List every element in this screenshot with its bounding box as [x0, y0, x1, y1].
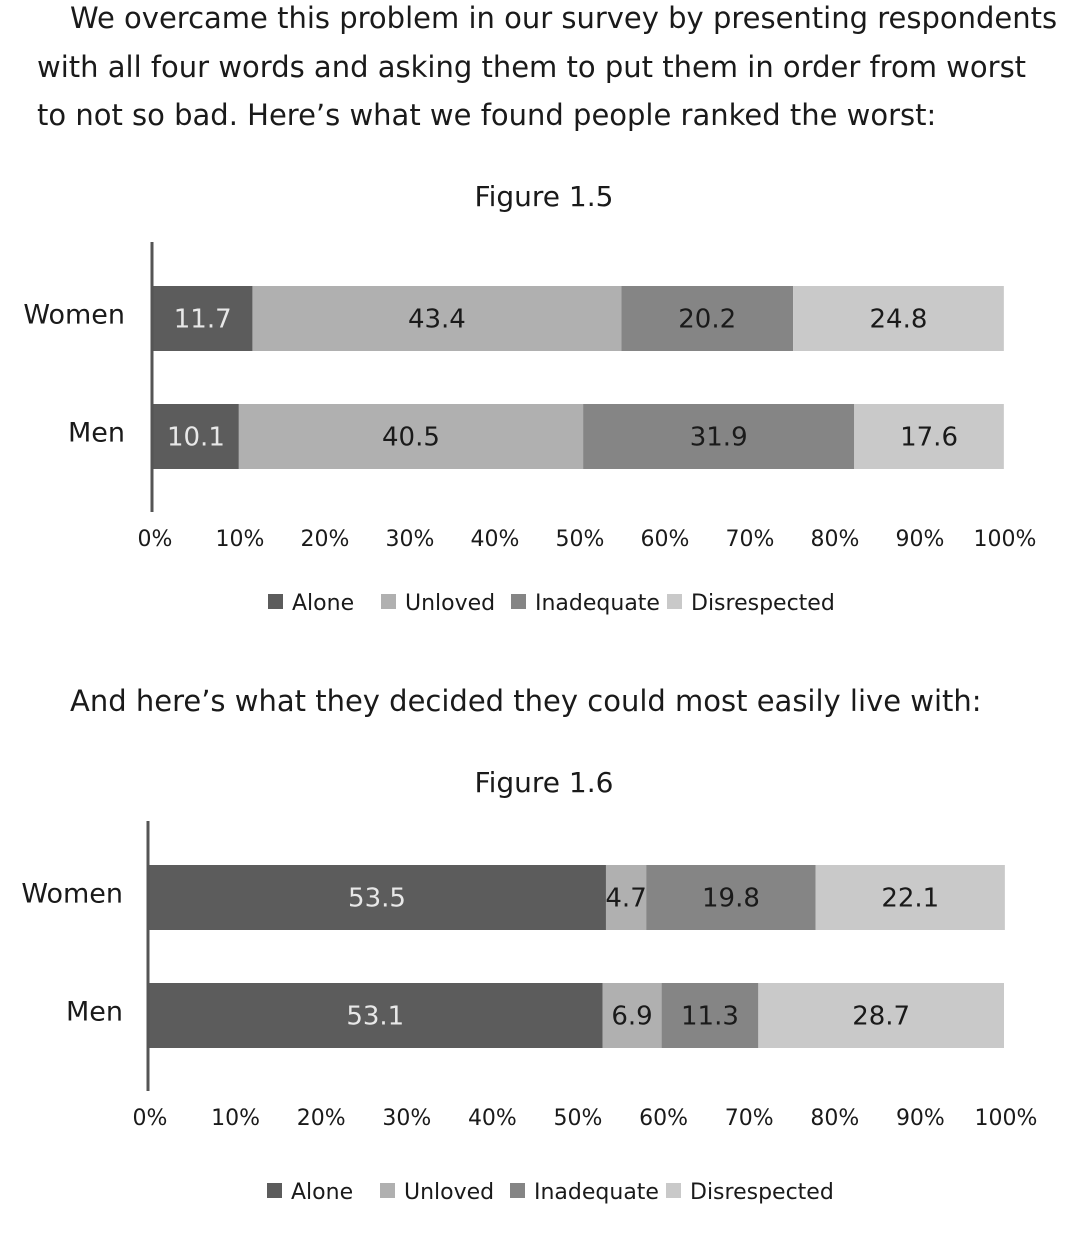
bar-men-unloved [238, 404, 584, 469]
legend-label-unloved: Unloved [405, 591, 495, 616]
x-tick-label: 20% [301, 527, 350, 552]
data-label-women-disrespected: 24.8 [870, 305, 928, 335]
bar-women-unloved [252, 286, 622, 351]
bar-women-disrespected [793, 286, 1004, 351]
category-label-men: Men [66, 997, 123, 1028]
x-tick-label: 20% [297, 1106, 346, 1131]
legend-swatch-inadequate [511, 594, 526, 609]
legend-swatch-unloved [381, 594, 396, 609]
data-label-women-unloved: 4.7 [605, 884, 646, 914]
legend-swatch-inadequate [510, 1183, 525, 1198]
intro-paragraph: We overcame this problem in our survey b… [37, 0, 1058, 140]
category-label-women: Women [21, 879, 123, 910]
x-tick-label: 10% [216, 527, 265, 552]
x-tick-label: 50% [554, 1106, 603, 1131]
bar-men-alone [148, 983, 603, 1048]
x-tick-label: 90% [896, 527, 945, 552]
data-label-men-disrespected: 28.7 [852, 1002, 910, 1032]
legend-swatch-disrespected [666, 1183, 681, 1198]
bar-women-inadequate [646, 865, 816, 930]
figure-1-5-title: Figure 1.5 [474, 180, 614, 213]
figure-1-5-chart: 11.7 43.4 20.2 24.8 Women 10.1 40.5 31.9 17.6 Men… [23, 242, 1037, 616]
legend-swatch-alone [268, 594, 283, 609]
data-label-men-alone: 10.1 [167, 423, 225, 453]
bar-men-unloved [602, 983, 662, 1048]
legend-label-inadequate: Inadequate [535, 591, 660, 616]
data-label-women-unloved: 43.4 [408, 305, 466, 335]
intro-line-2: with all four words and asking them to p… [37, 49, 1027, 84]
legend-label-inadequate: Inadequate [534, 1180, 659, 1205]
intro-line-1: We overcame this problem in our survey b… [70, 1, 1058, 35]
data-label-men-unloved: 40.5 [382, 423, 440, 453]
x-tick-label: 40% [471, 527, 520, 552]
legend-swatch-unloved [380, 1183, 395, 1198]
x-tick-label: 40% [468, 1106, 517, 1131]
bar-women-inadequate [621, 286, 794, 351]
bar-men-disrespected [854, 404, 1004, 469]
x-tick-label: 60% [639, 1106, 688, 1131]
bar-women-alone [148, 865, 606, 930]
data-label-women-inadequate: 20.2 [678, 305, 736, 335]
figure-1-6-title: Figure 1.6 [474, 766, 614, 799]
category-label-men: Men [68, 418, 125, 449]
data-label-women-disrespected: 22.1 [881, 884, 939, 914]
x-tick-label: 0% [133, 1106, 168, 1131]
data-label-men-disrespected: 17.6 [900, 423, 958, 453]
data-label-men-inadequate: 31.9 [690, 423, 748, 453]
legend-label-disrespected: Disrespected [691, 591, 835, 616]
legend-label-disrespected: Disrespected [690, 1180, 834, 1205]
data-label-women-alone: 11.7 [174, 305, 232, 335]
data-label-men-unloved: 6.9 [611, 1002, 652, 1032]
legend-swatch-disrespected [667, 594, 682, 609]
data-label-men-alone: 53.1 [346, 1002, 404, 1032]
legend-label-alone: Alone [291, 1180, 353, 1205]
x-tick-label: 60% [641, 527, 690, 552]
bar-women-alone [153, 286, 253, 351]
data-label-men-inadequate: 11.3 [681, 1002, 739, 1032]
data-label-women-alone: 53.5 [348, 884, 406, 914]
legend-label-unloved: Unloved [404, 1180, 494, 1205]
x-tick-label: 30% [382, 1106, 431, 1131]
bar-men-alone [153, 404, 239, 469]
bar-men-disrespected [758, 983, 1004, 1048]
bar-women-disrespected [815, 865, 1005, 930]
x-tick-label: 90% [896, 1106, 945, 1131]
data-label-women-inadequate: 19.8 [702, 884, 760, 914]
legend-swatch-alone [267, 1183, 282, 1198]
intro-line-3: to not so bad. Here’s what we found peop… [37, 98, 937, 132]
x-tick-label: 10% [211, 1106, 260, 1131]
transition-paragraph: And here’s what they decided they could … [70, 684, 982, 718]
x-tick-label: 50% [556, 527, 605, 552]
x-tick-label: 70% [725, 1106, 774, 1131]
bar-men-inadequate [583, 404, 855, 469]
x-tick-label: 80% [810, 1106, 859, 1131]
bar-women-unloved [605, 865, 647, 930]
x-tick-label: 100% [974, 527, 1037, 552]
category-label-women: Women [23, 300, 125, 331]
bar-men-inadequate [661, 983, 759, 1048]
x-tick-label: 70% [726, 527, 775, 552]
x-tick-label: 30% [386, 527, 435, 552]
x-tick-label: 0% [138, 527, 173, 552]
legend-label-alone: Alone [292, 591, 354, 616]
x-tick-label: 100% [975, 1106, 1038, 1131]
x-tick-label: 80% [811, 527, 860, 552]
figure-1-6-chart: 53.5 4.7 19.8 22.1 Women 53.1 6.9 11.3 28.7 Men 0%… [21, 821, 1038, 1205]
